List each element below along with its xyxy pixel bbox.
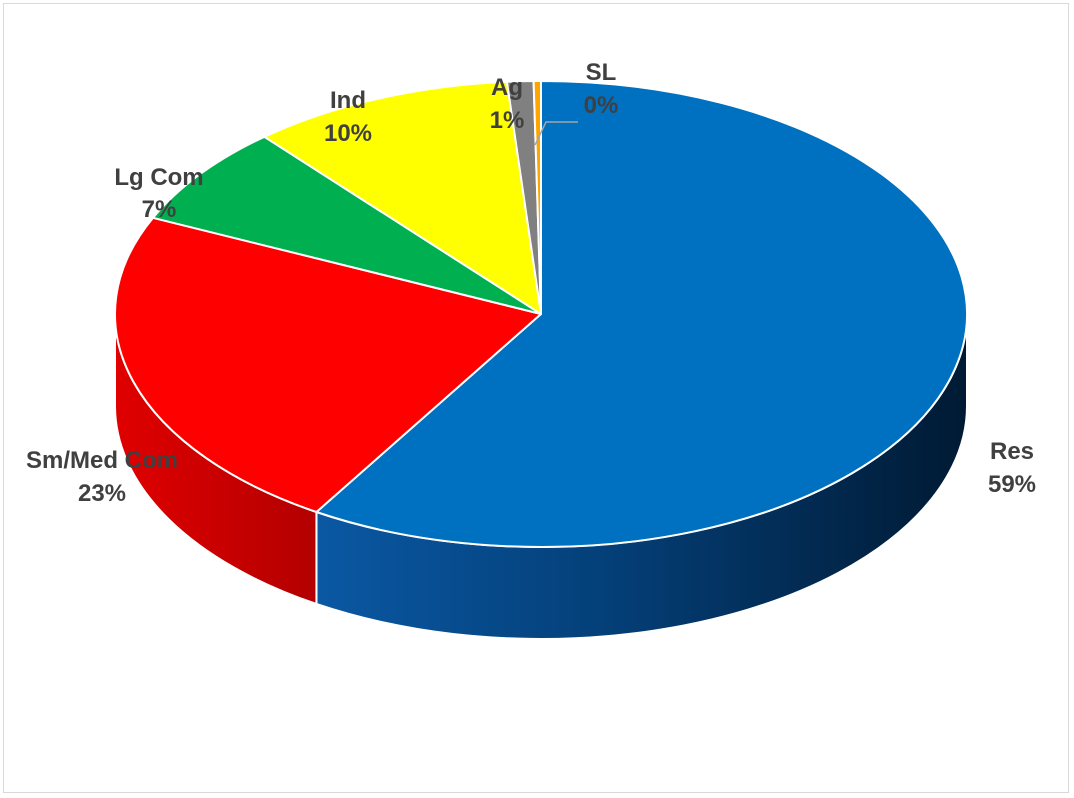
slice-smmedcom	[114, 216, 542, 513]
label-smmedcom-value: 23%	[78, 480, 126, 507]
label-ag-value: 1%	[490, 107, 525, 134]
label-sl-value: 0%	[584, 92, 619, 119]
label-sl-name: SL	[586, 59, 617, 86]
leader-lines	[534, 121, 578, 146]
slice-sl	[532, 80, 542, 315]
label-ag-name: Ag	[491, 74, 523, 101]
label-ind-name: Ind	[330, 87, 366, 114]
chart-area: Res 59% Sm/Med Com 23% Lg Com 7% Ind 10%…	[3, 3, 1069, 793]
label-ind-value: 10%	[324, 120, 372, 147]
label-res-value: 59%	[988, 471, 1036, 498]
pie-chart: Res 59% Sm/Med Com 23% Lg Com 7% Ind 10%…	[26, 59, 1036, 640]
label-smmedcom-name: Sm/Med Com	[26, 447, 178, 474]
slice-res	[315, 80, 968, 548]
pie-top-faces	[114, 80, 968, 548]
label-lgcom-name: Lg Com	[114, 164, 203, 191]
data-labels: Res 59% Sm/Med Com 23% Lg Com 7% Ind 10%…	[26, 59, 1036, 507]
slice-lgcom	[151, 135, 542, 315]
label-lgcom-value: 7%	[142, 196, 177, 223]
slice-ind	[263, 80, 542, 315]
leader-line-sl	[534, 121, 578, 146]
label-res-name: Res	[990, 438, 1034, 465]
